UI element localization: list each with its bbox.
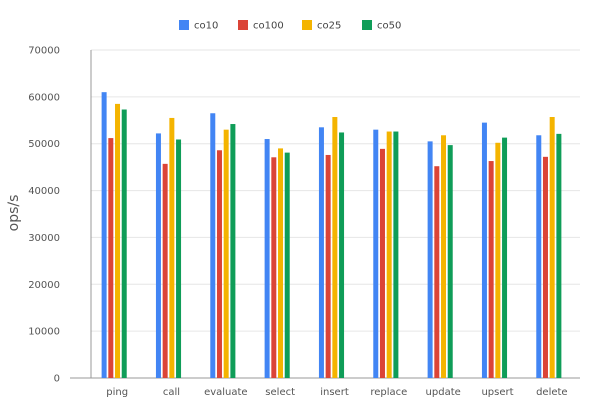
bar-co50-select (284, 152, 290, 378)
y-tick-label: 40000 (28, 186, 60, 197)
legend-swatch-co100 (238, 20, 248, 30)
bar-co10-update (427, 141, 433, 378)
x-tick-label: update (426, 387, 461, 398)
bar-co25-call (169, 117, 175, 378)
bar-co50-ping (121, 109, 127, 378)
x-tick-label: upsert (481, 387, 513, 398)
x-tick-label: insert (320, 387, 349, 398)
y-axis-title: ops/s (6, 195, 22, 232)
legend-label-co50: co50 (377, 21, 401, 32)
y-tick-label: 60000 (28, 92, 60, 103)
y-tick-label: 10000 (28, 327, 60, 338)
x-tick-label: select (265, 387, 295, 398)
bar-co100-ping (108, 138, 114, 378)
bars (101, 92, 562, 379)
bar-co100-call (162, 163, 168, 378)
legend-swatch-co50 (362, 20, 372, 30)
bar-co50-call (176, 139, 182, 378)
bar-co25-ping (115, 103, 121, 378)
bar-co10-insert (318, 127, 324, 378)
bar-co100-update (434, 166, 440, 378)
y-tick-label: 20000 (28, 280, 60, 291)
legend-label-co100: co100 (253, 21, 284, 32)
bar-co10-select (264, 139, 270, 378)
x-tick-label: evaluate (204, 387, 248, 398)
bar-co100-upsert (488, 161, 494, 378)
y-tick-label: 50000 (28, 139, 60, 150)
legend-label-co25: co25 (317, 21, 341, 32)
x-tick-label: replace (370, 387, 407, 398)
bar-co25-delete (549, 117, 555, 378)
legend-label-co10: co10 (194, 21, 218, 32)
bar-co50-insert (339, 132, 345, 378)
bar-co25-select (278, 148, 284, 378)
bar-co50-update (447, 145, 453, 378)
bar-co10-call (155, 133, 161, 378)
bar-co10-upsert (481, 122, 487, 378)
bar-co10-ping (101, 92, 107, 379)
bar-co25-evaluate (223, 129, 229, 378)
bar-co100-select (271, 157, 277, 378)
x-axis-ticks: ping call evaluate select insert replace updat… (106, 387, 567, 398)
bar-co25-upsert (495, 142, 501, 378)
legend: co10 co100 co25 co50 (179, 20, 401, 32)
bar-co10-delete (536, 135, 542, 378)
bar-co10-replace (373, 129, 379, 378)
bar-co25-update (441, 135, 447, 378)
bar-co100-delete (542, 156, 548, 378)
y-tick-label: 0 (54, 374, 60, 385)
bar-co50-upsert (502, 137, 508, 378)
x-tick-label: ping (106, 387, 128, 398)
x-tick-label: call (163, 387, 180, 398)
bar-co25-insert (332, 117, 338, 378)
bar-co50-delete (556, 133, 562, 378)
bar-co50-evaluate (230, 124, 236, 378)
y-axis-ticks: 0 10000 20000 30000 40000 50000 60000 70000 (28, 46, 60, 385)
bar-co100-insert (325, 154, 331, 378)
bar-co10-evaluate (210, 113, 216, 378)
bar-co50-replace (393, 131, 399, 378)
y-tick-label: 30000 (28, 233, 60, 244)
bar-co100-replace (379, 148, 385, 378)
y-tick-label: 70000 (28, 46, 60, 57)
bar-co100-evaluate (216, 150, 222, 378)
x-tick-label: delete (536, 387, 568, 398)
legend-swatch-co25 (302, 20, 312, 30)
bar-co25-replace (386, 131, 392, 378)
legend-swatch-co10 (179, 20, 189, 30)
